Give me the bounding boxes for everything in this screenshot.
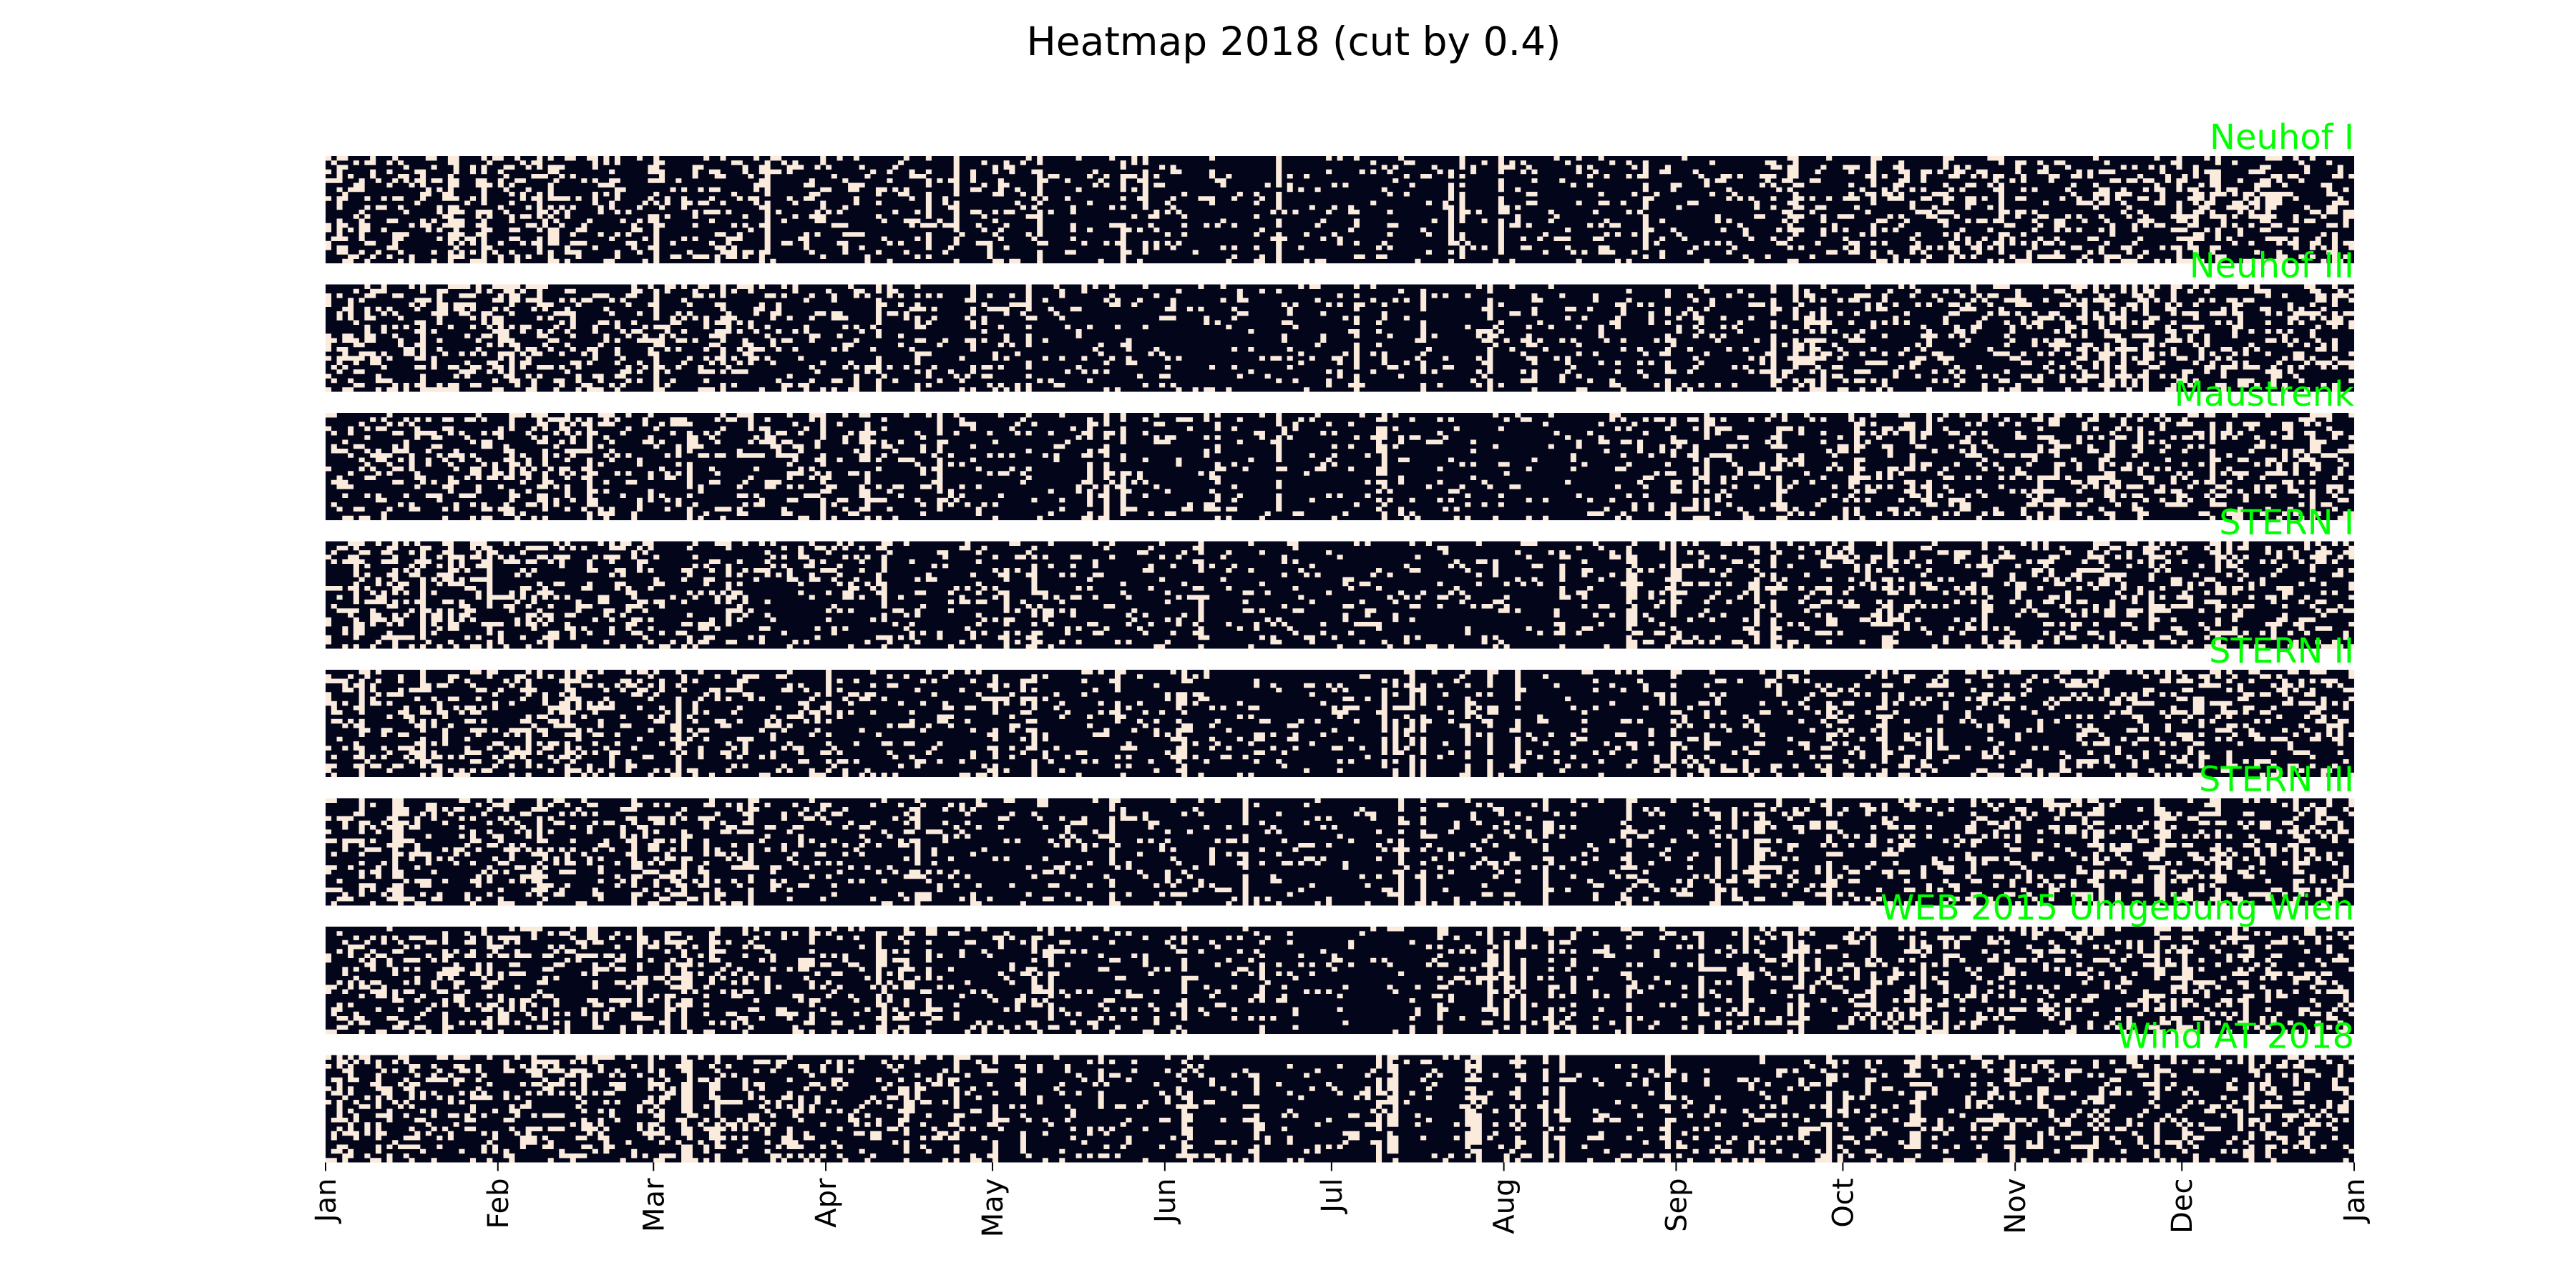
heatmap-panel: STERN III	[326, 760, 2355, 906]
heatmap-cells	[326, 156, 2355, 264]
x-tick-label: Jan	[2338, 1179, 2371, 1225]
heatmap-cells	[326, 284, 2355, 392]
x-tick-label: Mar	[638, 1178, 670, 1232]
heatmap-cells	[326, 670, 2355, 778]
heatmap-panel: STERN I	[326, 503, 2355, 649]
x-tick-label: Jul	[1316, 1179, 1349, 1215]
x-tick-label: May	[977, 1179, 1010, 1238]
panel-label: STERN II	[2209, 631, 2354, 671]
panel-label: Neuhof I	[2210, 117, 2354, 157]
x-tick-label: Jan	[310, 1179, 343, 1225]
panel-label: WEB 2015 Umgebung Wien	[1880, 888, 2354, 928]
x-tick-label: Oct	[1827, 1179, 1860, 1228]
heatmap-cells	[326, 798, 2355, 906]
heatmap-cells	[326, 413, 2355, 521]
x-tick-label: Feb	[482, 1179, 515, 1229]
heatmap-panel: STERN II	[326, 631, 2355, 778]
x-tick-label: Nov	[1999, 1179, 2032, 1234]
heatmap-panel: Maustrenk	[326, 374, 2355, 521]
x-tick-label: Jun	[1149, 1179, 1182, 1226]
heatmap-panel: Neuhof I	[326, 117, 2355, 264]
heatmap-cells	[326, 541, 2355, 649]
panel-label: STERN I	[2219, 503, 2354, 543]
x-tick-label: Sep	[1660, 1179, 1693, 1232]
heatmap-panel: Wind AT 2018	[326, 1017, 2355, 1163]
panel-label: Wind AT 2018	[2117, 1017, 2354, 1057]
panel-label: Maustrenk	[2174, 374, 2354, 414]
x-tick-label: Dec	[2166, 1179, 2199, 1234]
x-axis: Jan Feb Mar Apr May Jun Jul Aug Sep Oct Nov Dec Jan	[310, 1162, 2371, 1238]
heatmap-panel: Neuhof III	[326, 246, 2355, 392]
heatmap-panel: WEB 2015 Umgebung Wien	[326, 888, 2355, 1035]
chart-title: Heatmap 2018 (cut by 0.4)	[1026, 19, 1561, 64]
panel-label: Neuhof III	[2190, 246, 2354, 286]
heatmap-panels: Neuhof I Neuhof III Maustrenk STERN I STERN …	[326, 117, 2355, 1163]
heatmap-cells	[326, 927, 2355, 1035]
panel-label: STERN III	[2199, 760, 2354, 800]
heatmap-cells	[326, 1055, 2355, 1163]
x-tick-label: Aug	[1488, 1179, 1521, 1234]
x-tick-label: Apr	[810, 1178, 843, 1228]
